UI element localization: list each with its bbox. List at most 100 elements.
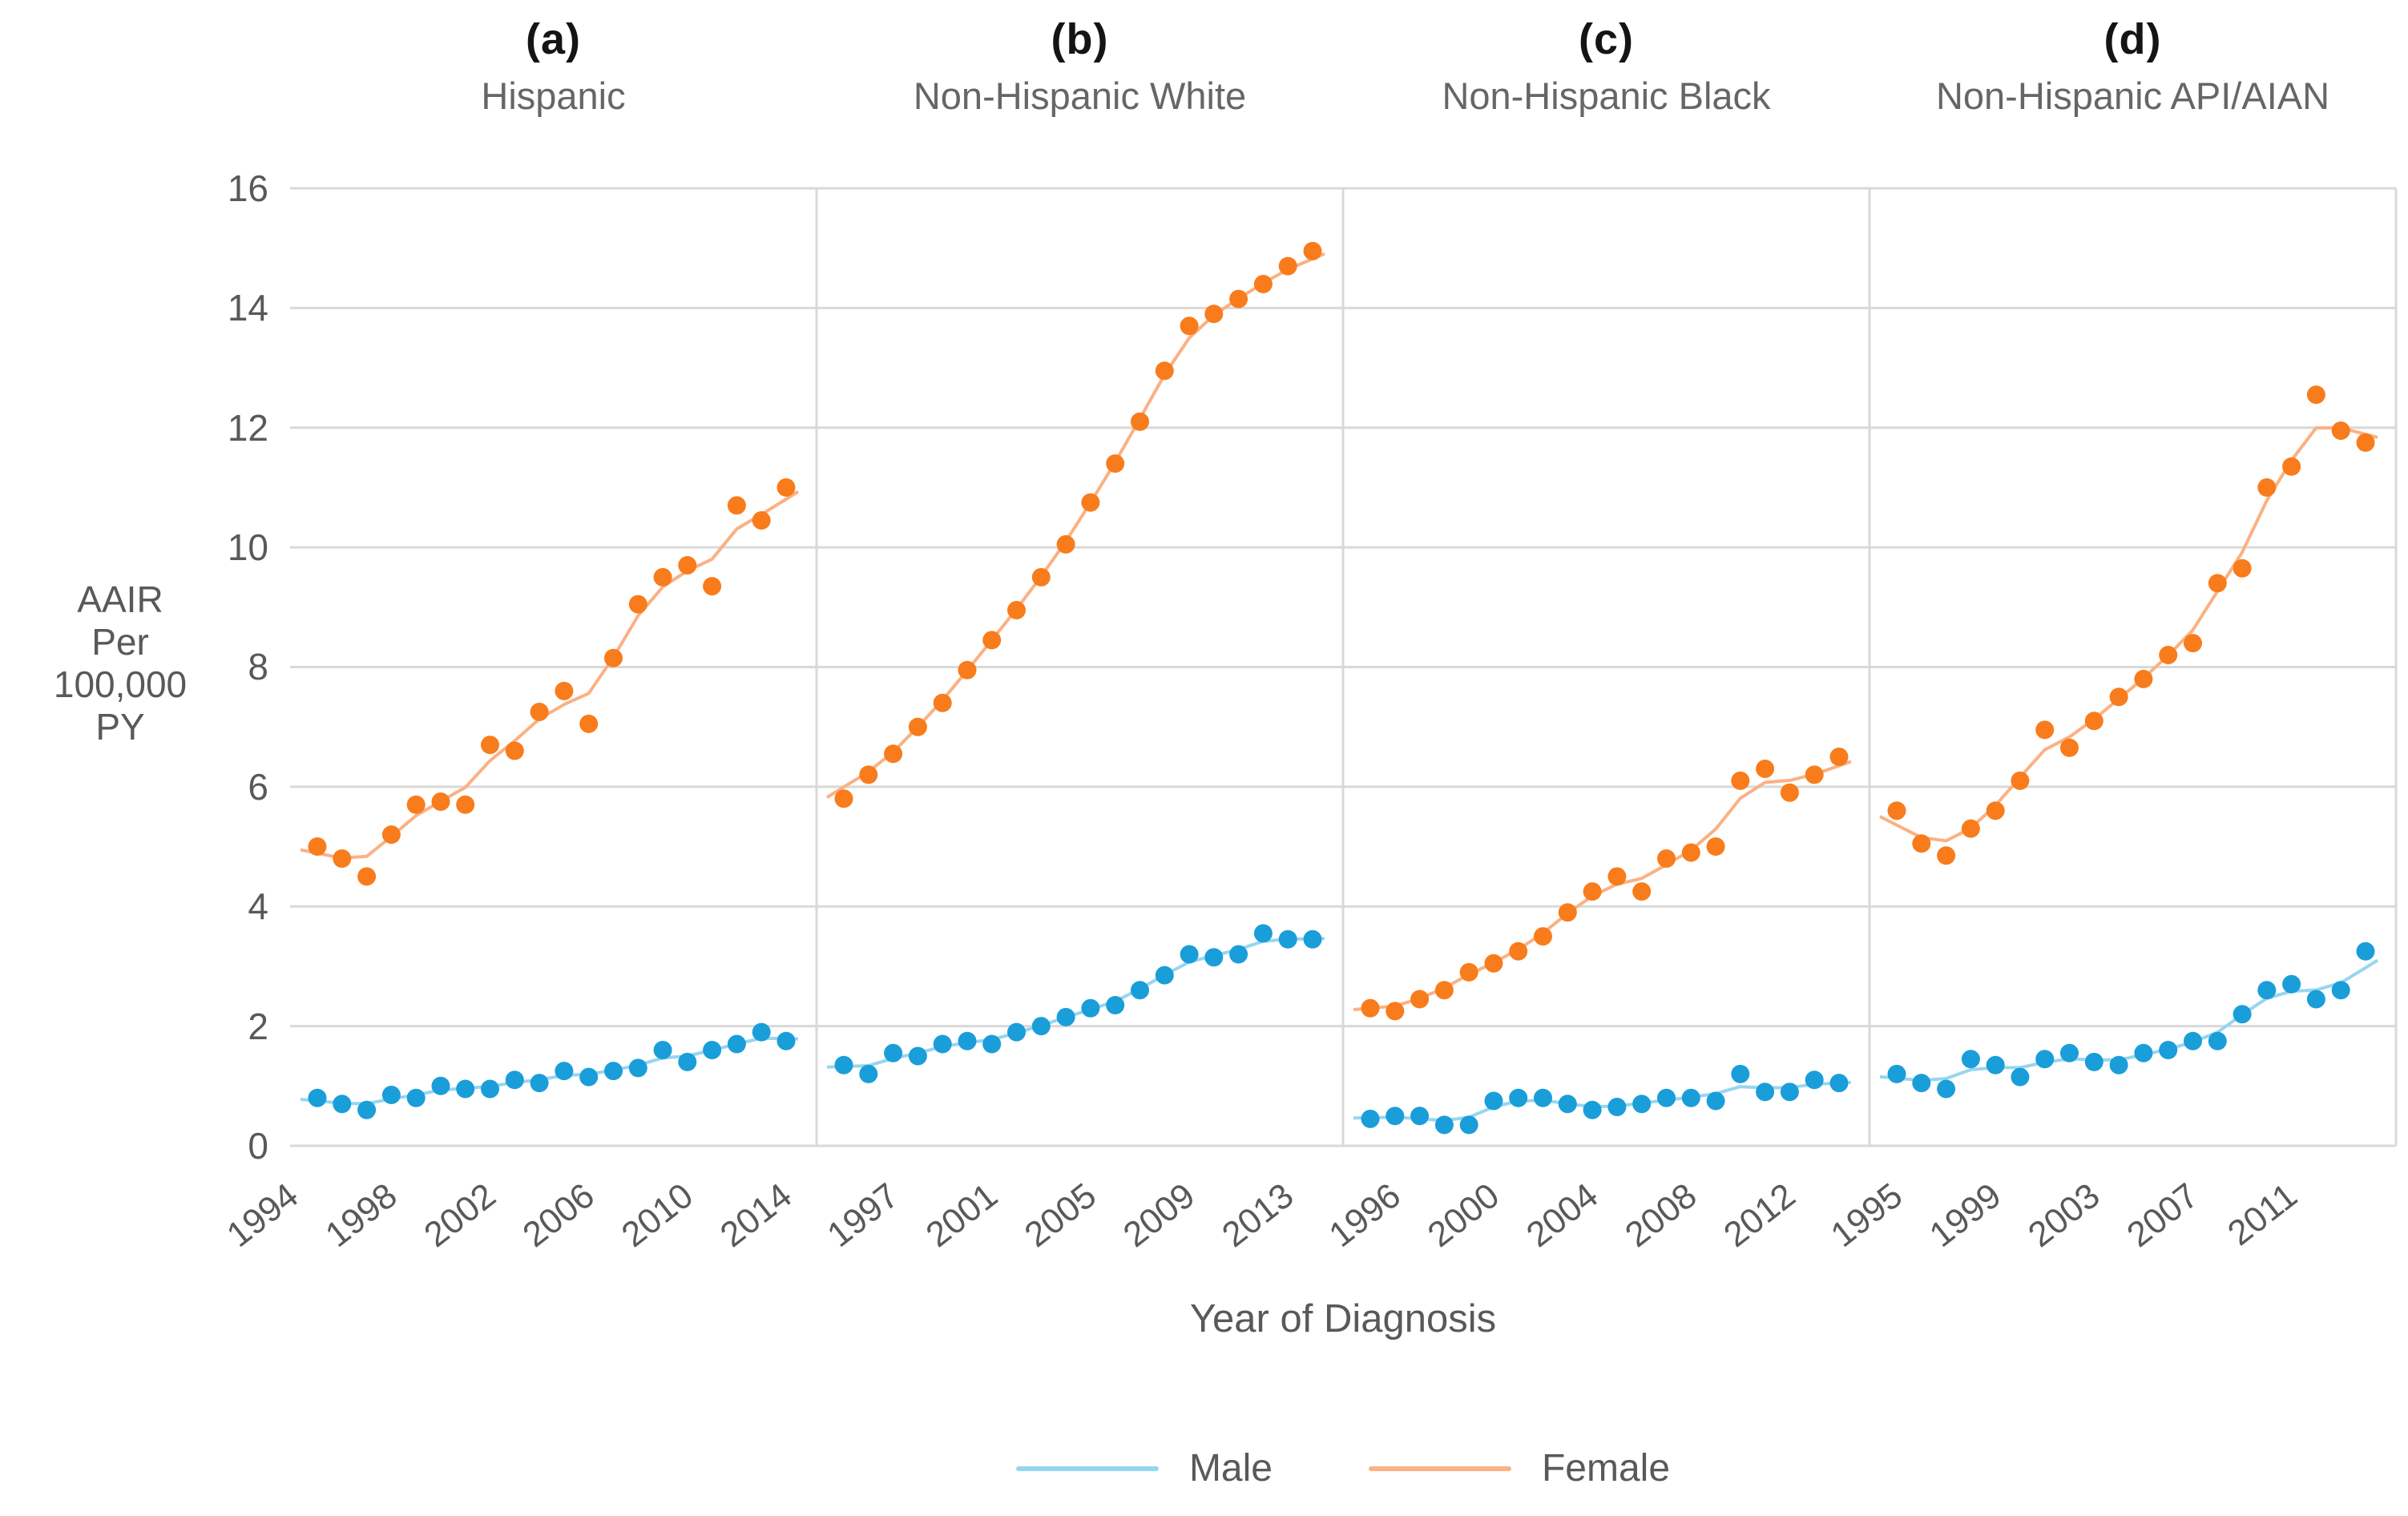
male-data-point	[1204, 948, 1224, 967]
male-data-point	[1558, 1095, 1577, 1114]
male-data-point	[1534, 1088, 1552, 1107]
y-axis-title-line: Per	[91, 621, 149, 663]
panel-c	[1353, 748, 1852, 1135]
male-data-point	[1278, 929, 1297, 949]
female-data-point	[1558, 903, 1577, 922]
x-tick-label: 1999	[1922, 1175, 2008, 1255]
male-data-point	[1361, 1109, 1380, 1128]
male-data-point	[357, 1100, 377, 1119]
female-data-point	[908, 717, 927, 736]
male-data-point	[1706, 1091, 1725, 1111]
legend-item-male: Male	[1015, 1446, 1273, 1490]
female-data-point	[406, 795, 426, 814]
female-data-point	[1706, 837, 1725, 856]
female-data-point	[1303, 241, 1322, 260]
x-tick-label: 2004	[1519, 1175, 1605, 1255]
female-data-point	[1229, 289, 1248, 308]
male-data-point	[481, 1079, 499, 1099]
male-data-point	[505, 1070, 524, 1090]
panel-letter-c: (c)	[1579, 15, 1634, 63]
female-data-point	[752, 511, 771, 530]
x-tick-label: 1996	[1322, 1175, 1408, 1255]
female-data-point	[1509, 941, 1528, 961]
male-data-point	[1657, 1088, 1676, 1107]
female-data-point	[2331, 421, 2350, 440]
panel-title-a: Hispanic	[481, 75, 626, 117]
male-data-point	[2035, 1050, 2055, 1069]
female-data-point	[2356, 433, 2375, 452]
male-data-point	[1912, 1074, 1931, 1093]
male-data-point	[752, 1022, 771, 1042]
female-legend-line	[1368, 1466, 1511, 1471]
male-data-point	[1007, 1022, 1026, 1042]
y-tick-label-2: 2	[248, 1005, 268, 1047]
female-data-point	[653, 567, 672, 587]
female-data-point	[381, 825, 401, 845]
male-data-point	[1681, 1088, 1700, 1107]
female-data-point	[1961, 819, 1980, 838]
x-tick-label: 2013	[1215, 1175, 1301, 1255]
male-data-point	[2084, 1052, 2103, 1071]
male-data-point	[406, 1088, 426, 1107]
female-data-point	[2011, 771, 2030, 790]
female-data-point	[530, 703, 549, 721]
x-tick-label: 2012	[1716, 1175, 1802, 1255]
male-data-point	[1632, 1095, 1652, 1114]
female-data-point	[1106, 454, 1125, 473]
male-data-point	[908, 1046, 927, 1066]
male-trend-line	[1879, 958, 2379, 1083]
female-points	[1887, 385, 2375, 865]
male-data-point	[530, 1074, 549, 1093]
x-tick-label: 1997	[820, 1175, 906, 1255]
x-tick-label: 2002	[417, 1175, 502, 1255]
female-data-point	[982, 631, 1002, 650]
female-data-point	[703, 577, 722, 596]
male-data-point	[2109, 1055, 2128, 1075]
female-data-point	[678, 556, 697, 575]
male-data-point	[1253, 924, 1273, 943]
x-tick-label: 2003	[2021, 1175, 2107, 1255]
female-data-point	[776, 478, 796, 497]
female-data-point	[1583, 882, 1602, 901]
x-tick-label: 2007	[2120, 1175, 2205, 1255]
female-data-point	[1459, 962, 1478, 982]
female-data-point	[859, 765, 878, 784]
male-data-point	[2233, 1005, 2252, 1024]
x-tick-label: 2005	[1018, 1175, 1103, 1255]
female-data-point	[505, 741, 524, 760]
male-data-point	[381, 1086, 401, 1104]
female-data-point	[1031, 567, 1051, 587]
x-tick-label: 2009	[1116, 1175, 1202, 1255]
male-data-point	[1386, 1107, 1405, 1126]
male-data-point	[834, 1055, 853, 1075]
male-legend-label: Male	[1188, 1447, 1273, 1490]
x-tick-labels-panel-c: 1996 2000 2004 2008 2012	[1322, 1175, 1803, 1255]
male-data-point	[2306, 990, 2325, 1009]
male-data-point	[2331, 981, 2350, 1000]
x-tick-label: 2011	[2220, 1175, 2305, 1253]
male-data-point	[653, 1041, 672, 1059]
male-data-point	[1484, 1091, 1503, 1111]
y-tick-label-14: 14	[227, 287, 268, 329]
x-tick-label: 1995	[1824, 1175, 1910, 1255]
female-data-point	[1986, 801, 2005, 820]
female-data-point	[1829, 748, 1849, 766]
female-data-point	[1887, 801, 1906, 820]
female-data-point	[2060, 738, 2079, 757]
x-tick-label: 1998	[318, 1175, 404, 1255]
male-data-point	[628, 1058, 647, 1078]
male-points	[308, 1022, 796, 1119]
male-trend-line	[1353, 1080, 1852, 1123]
female-data-point	[2159, 646, 2178, 664]
male-data-point	[1106, 996, 1125, 1014]
male-trend-line	[826, 937, 1325, 1069]
x-tick-labels-panel-a: 1994 1998 2002 2006 2010 2014	[220, 1175, 799, 1255]
male-data-point	[1303, 929, 1322, 949]
female-data-point	[1780, 783, 1799, 802]
y-axis-title-line: PY	[95, 706, 145, 748]
male-data-point	[1459, 1115, 1478, 1135]
female-trend-line	[1353, 760, 1852, 1011]
female-data-point	[958, 660, 977, 679]
male-trend-line	[300, 1036, 799, 1106]
